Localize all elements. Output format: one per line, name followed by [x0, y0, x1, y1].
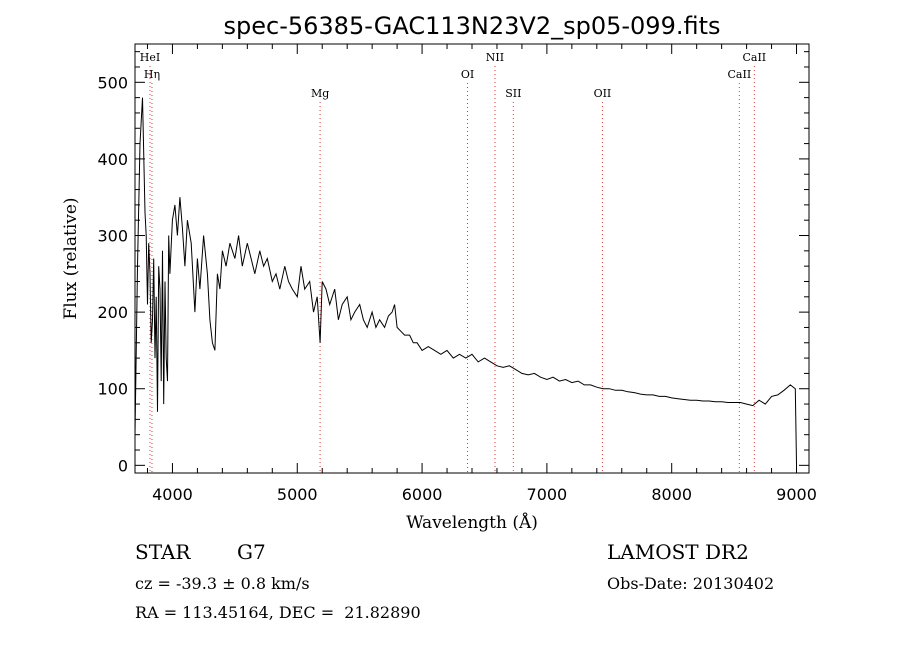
x-tick-label: 9000: [776, 485, 817, 504]
x-tick-label: 6000: [402, 485, 443, 504]
spectral-line-label: OII: [594, 87, 612, 100]
observation-date: Obs-Date: 20130402: [607, 574, 775, 593]
spectral-line-label: Hη: [144, 68, 160, 81]
sky-coordinates: RA = 113.45164, DEC = 21.82890: [135, 603, 421, 622]
axis-ticks: 4000 5000 6000 7000 8000 9000 0 100 200 300 400 500: [97, 44, 817, 504]
spectral-subclass: G7: [237, 540, 266, 564]
spectral-line-label: HeI: [140, 51, 160, 64]
x-tick-label: 5000: [277, 485, 318, 504]
plot-frame: [134, 43, 810, 474]
spectral-line-label: OI: [461, 68, 474, 81]
spectrum-line: [134, 97, 797, 464]
y-axis-label: Flux (relative): [61, 197, 81, 319]
y-tick-label: 200: [97, 303, 128, 322]
spectral-line-label: Mg: [311, 87, 329, 100]
x-axis-label: Wavelength (Å): [406, 512, 538, 533]
x-tick-label: 4000: [152, 485, 193, 504]
chart-title: spec-56385-GAC113N23V2_sp05-099.fits: [224, 12, 721, 40]
object-type: STAR: [135, 540, 191, 564]
y-tick-label: 400: [97, 150, 128, 169]
y-tick-label: 100: [97, 380, 128, 399]
survey-name: LAMOST DR2: [607, 540, 749, 564]
spectral-line-label: SII: [505, 87, 521, 100]
y-tick-label: 0: [118, 456, 128, 475]
spectral-line-label: CaII: [742, 51, 766, 64]
y-tick-label: 300: [97, 227, 128, 246]
x-tick-label: 8000: [651, 485, 692, 504]
redshift-cz: cz = -39.3 ± 0.8 km/s: [135, 574, 310, 593]
spectral-line-label: CaII: [728, 68, 752, 81]
spectral-line-label: NII: [486, 51, 504, 64]
y-tick-label: 500: [97, 73, 128, 92]
x-tick-label: 7000: [527, 485, 568, 504]
spectral-line-markers: HeI Hη Mg OI NII SII OII CaII CaII: [140, 51, 766, 473]
